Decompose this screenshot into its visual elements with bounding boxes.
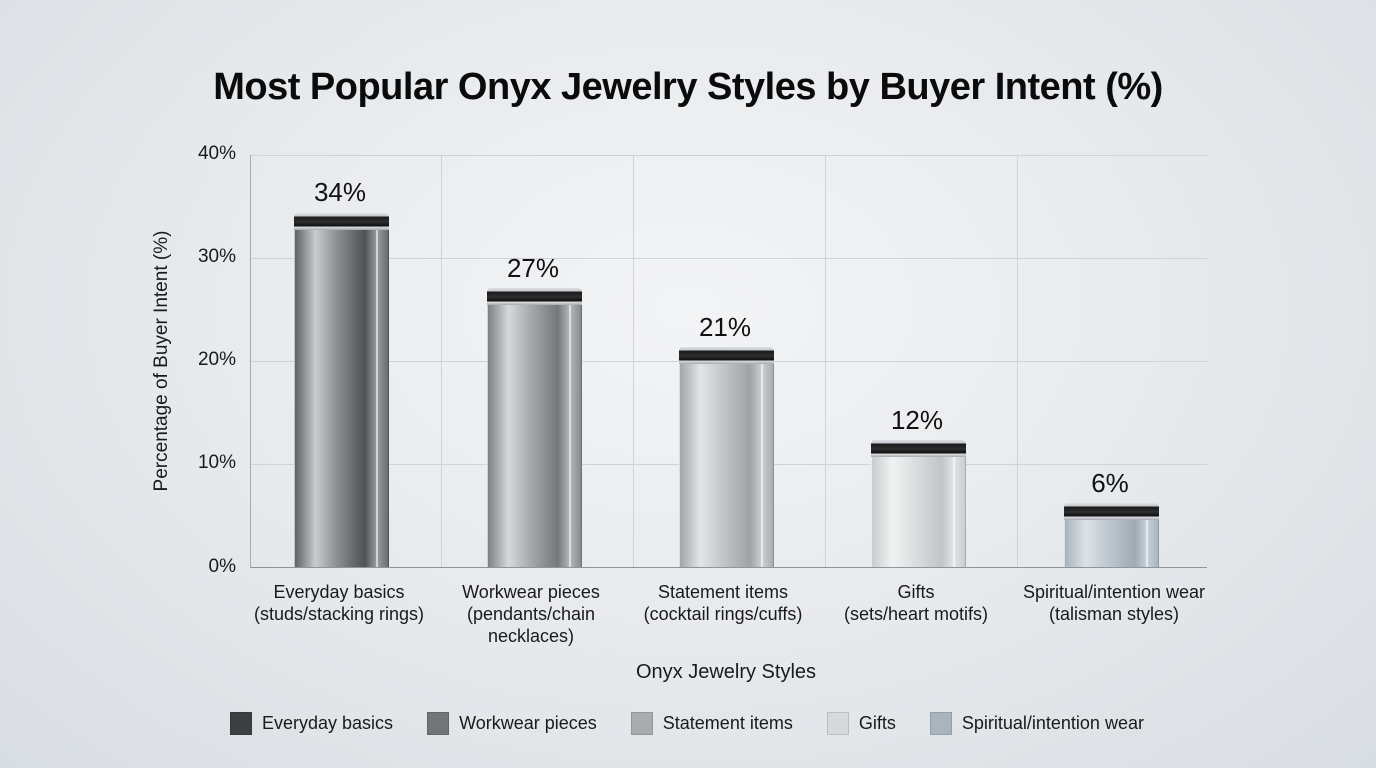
bar-body: [679, 364, 774, 567]
value-label: 27%: [506, 253, 560, 283]
x-tick-label: Spiritual/intention wear (talisman style…: [1003, 581, 1225, 625]
bar-body: [871, 457, 966, 567]
x-tick-label: Gifts (sets/heart motifs): [811, 581, 1021, 625]
category-name: Gifts: [897, 582, 935, 602]
category-detail: (talisman styles): [1048, 604, 1180, 624]
value-label: 12%: [890, 405, 944, 435]
bar-gifts[interactable]: [871, 440, 966, 567]
category-name: Workwear pieces: [462, 582, 600, 602]
bar-body: [487, 305, 582, 567]
legend-item-everyday-basics[interactable]: Everyday basics: [230, 712, 393, 735]
y-tick-20: 20%: [197, 349, 236, 370]
vgridline: [825, 155, 826, 567]
x-axis-label: Onyx Jewelry Styles: [635, 661, 817, 683]
category-detail: (cocktail rings/cuffs): [643, 604, 803, 624]
category-name: Statement items: [657, 582, 789, 602]
gridline-30: [251, 258, 1207, 259]
category-detail: necklaces): [487, 626, 575, 646]
bar-statement-items[interactable]: [679, 347, 774, 567]
vgridline: [633, 155, 634, 567]
category-detail: (studs/stacking rings): [253, 604, 425, 624]
x-tick-label: Everyday basics (studs/stacking rings): [234, 581, 444, 625]
chart-title: Most Popular Onyx Jewelry Styles by Buye…: [213, 66, 1163, 108]
value-label: 34%: [313, 177, 367, 207]
legend-swatch: [929, 712, 952, 735]
plot-area: [250, 155, 1207, 568]
legend-label: Spiritual/intention wear: [961, 713, 1144, 733]
legend: Everyday basics Workwear pieces Statemen…: [230, 712, 1178, 735]
vgridline: [1017, 155, 1018, 567]
legend-swatch: [630, 712, 653, 735]
value-label: 6%: [1091, 468, 1129, 498]
bar-cap: [487, 288, 582, 305]
legend-item-statement-items[interactable]: Statement items: [630, 712, 793, 735]
y-tick-10: 10%: [197, 452, 236, 473]
legend-label: Gifts: [858, 713, 896, 733]
bar-cap: [871, 440, 966, 457]
category-detail: (sets/heart motifs): [843, 604, 989, 624]
bar-spiritual-intention-wear[interactable]: [1064, 503, 1159, 567]
legend-item-spiritual-intention-wear[interactable]: Spiritual/intention wear: [929, 712, 1144, 735]
bar-cap: [294, 213, 389, 230]
bar-body: [1064, 520, 1159, 567]
legend-label: Workwear pieces: [459, 713, 597, 733]
legend-label: Everyday basics: [262, 713, 394, 733]
bar-cap: [1064, 503, 1159, 520]
y-axis-label: Percentage of Buyer Intent (%): [151, 230, 172, 492]
category-name: Everyday basics: [273, 582, 405, 602]
legend-label: Statement items: [662, 713, 793, 733]
legend-swatch: [826, 712, 849, 735]
y-tick-40: 40%: [197, 143, 236, 164]
legend-swatch: [427, 712, 450, 735]
value-label: 21%: [698, 312, 752, 342]
x-tick-label: Statement items (cocktail rings/cuffs): [618, 581, 828, 625]
bar-body: [294, 230, 389, 567]
vgridline: [441, 155, 442, 567]
y-tick-30: 30%: [197, 246, 236, 267]
legend-item-gifts[interactable]: Gifts: [826, 712, 896, 735]
legend-swatch: [230, 712, 252, 735]
gridline-40: [251, 155, 1207, 156]
category-name: Spiritual/intention wear: [1022, 582, 1206, 602]
y-tick-0: 0%: [208, 556, 236, 577]
bar-workwear-pieces[interactable]: [487, 288, 582, 567]
x-tick-label: Workwear pieces (pendants/chain necklace…: [426, 581, 636, 647]
bar-everyday-basics[interactable]: [294, 213, 389, 567]
category-detail: (pendants/chain: [466, 604, 596, 624]
bar-cap: [679, 347, 774, 364]
legend-item-workwear-pieces[interactable]: Workwear pieces: [427, 712, 597, 735]
